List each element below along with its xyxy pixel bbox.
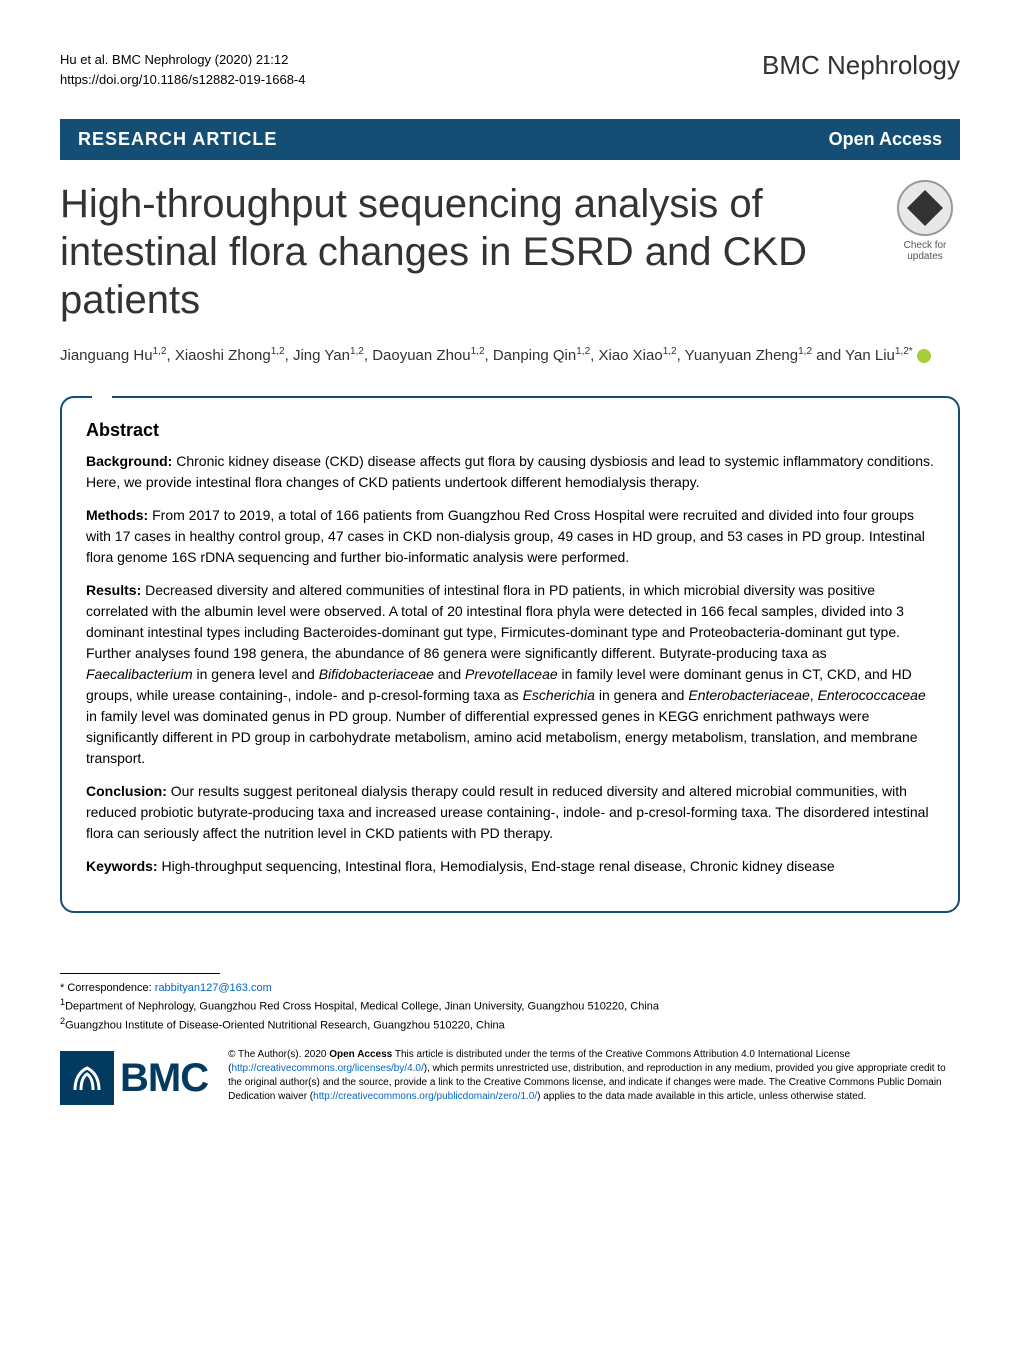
correspondence-block: * Correspondence: rabbityan127@163.com 1… bbox=[60, 980, 960, 1035]
conclusion-text: Our results suggest peritoneal dialysis … bbox=[86, 783, 929, 841]
article-type-banner: RESEARCH ARTICLE Open Access bbox=[60, 119, 960, 160]
background-label: Background: bbox=[86, 453, 172, 469]
results-i2: Bifidobacteriaceae bbox=[319, 666, 434, 682]
background-text: Chronic kidney disease (CKD) disease aff… bbox=[86, 453, 934, 490]
orcid-icon[interactable] bbox=[917, 349, 931, 363]
license-url1[interactable]: http://creativecommons.org/licenses/by/4… bbox=[231, 1063, 423, 1074]
abstract-conclusion: Conclusion: Our results suggest peritone… bbox=[86, 781, 934, 844]
license-text: © The Author(s). 2020 Open Access This a… bbox=[228, 1048, 960, 1104]
footer-divider bbox=[60, 973, 220, 974]
abstract-box: Abstract Background: Chronic kidney dise… bbox=[60, 396, 960, 913]
footer: * Correspondence: rabbityan127@163.com 1… bbox=[60, 973, 960, 1109]
results-i6: Enterococcaceae bbox=[818, 687, 926, 703]
license-bold: Open Access bbox=[329, 1049, 392, 1060]
license-p4: ) applies to the data made available in … bbox=[537, 1091, 866, 1102]
authors-text: Jianguang Hu1,2, Xiaoshi Zhong1,2, Jing … bbox=[60, 347, 913, 364]
keywords-text: High-throughput sequencing, Intestinal f… bbox=[158, 858, 835, 874]
results-i5: Enterobacteriaceae bbox=[688, 687, 809, 703]
results-p1: Decreased diversity and altered communit… bbox=[86, 582, 904, 661]
abstract-background: Background: Chronic kidney disease (CKD)… bbox=[86, 451, 934, 493]
abstract-heading: Abstract bbox=[86, 420, 934, 441]
citation: Hu et al. BMC Nephrology (2020) 21:12 ht… bbox=[60, 50, 306, 89]
results-label: Results: bbox=[86, 582, 141, 598]
abstract-results: Results: Decreased diversity and altered… bbox=[86, 580, 934, 769]
abstract-methods: Methods: From 2017 to 2019, a total of 1… bbox=[86, 505, 934, 568]
article-title: High-throughput sequencing analysis of i… bbox=[60, 180, 870, 324]
article-type-label: RESEARCH ARTICLE bbox=[78, 129, 277, 150]
open-access-label: Open Access bbox=[829, 129, 942, 150]
correspondence-label: * Correspondence: bbox=[60, 982, 155, 994]
results-i1: Faecalibacterium bbox=[86, 666, 193, 682]
bmc-logo-icon bbox=[60, 1051, 114, 1105]
results-p2: in genera level and bbox=[193, 666, 319, 682]
authors-list: Jianguang Hu1,2, Xiaoshi Zhong1,2, Jing … bbox=[60, 344, 960, 368]
license-url2[interactable]: http://creativecommons.org/publicdomain/… bbox=[313, 1091, 537, 1102]
header-row: Hu et al. BMC Nephrology (2020) 21:12 ht… bbox=[60, 50, 960, 89]
bmc-logo: BMC bbox=[60, 1048, 208, 1108]
journal-name: BMC Nephrology bbox=[762, 50, 960, 81]
correspondence-email[interactable]: rabbityan127@163.com bbox=[155, 982, 272, 994]
license-p1: © The Author(s). 2020 bbox=[228, 1049, 329, 1060]
methods-text: From 2017 to 2019, a total of 166 patien… bbox=[86, 507, 925, 565]
results-i3: Prevotellaceae bbox=[465, 666, 558, 682]
keywords-label: Keywords: bbox=[86, 858, 158, 874]
crossmark-icon bbox=[897, 180, 953, 236]
results-p3: and bbox=[434, 666, 465, 682]
results-p7: in family level was dominated genus in P… bbox=[86, 708, 918, 766]
affil1-text: Department of Nephrology, Guangzhou Red … bbox=[65, 1001, 659, 1013]
title-row: High-throughput sequencing analysis of i… bbox=[60, 180, 960, 344]
results-p5: in genera and bbox=[595, 687, 688, 703]
results-p6: , bbox=[810, 687, 818, 703]
bmc-logo-text: BMC bbox=[120, 1048, 208, 1108]
results-i4: Escherichia bbox=[523, 687, 595, 703]
check-updates-line2: updates bbox=[890, 251, 960, 262]
bottom-row: BMC © The Author(s). 2020 Open Access Th… bbox=[60, 1048, 960, 1108]
citation-line1: Hu et al. BMC Nephrology (2020) 21:12 bbox=[60, 50, 306, 70]
abstract-keywords: Keywords: High-throughput sequencing, In… bbox=[86, 856, 934, 877]
affil2-text: Guangzhou Institute of Disease-Oriented … bbox=[65, 1020, 505, 1032]
check-updates-badge[interactable]: Check for updates bbox=[890, 180, 960, 262]
methods-label: Methods: bbox=[86, 507, 148, 523]
check-updates-line1: Check for bbox=[890, 240, 960, 251]
citation-line2: https://doi.org/10.1186/s12882-019-1668-… bbox=[60, 70, 306, 90]
conclusion-label: Conclusion: bbox=[86, 783, 167, 799]
